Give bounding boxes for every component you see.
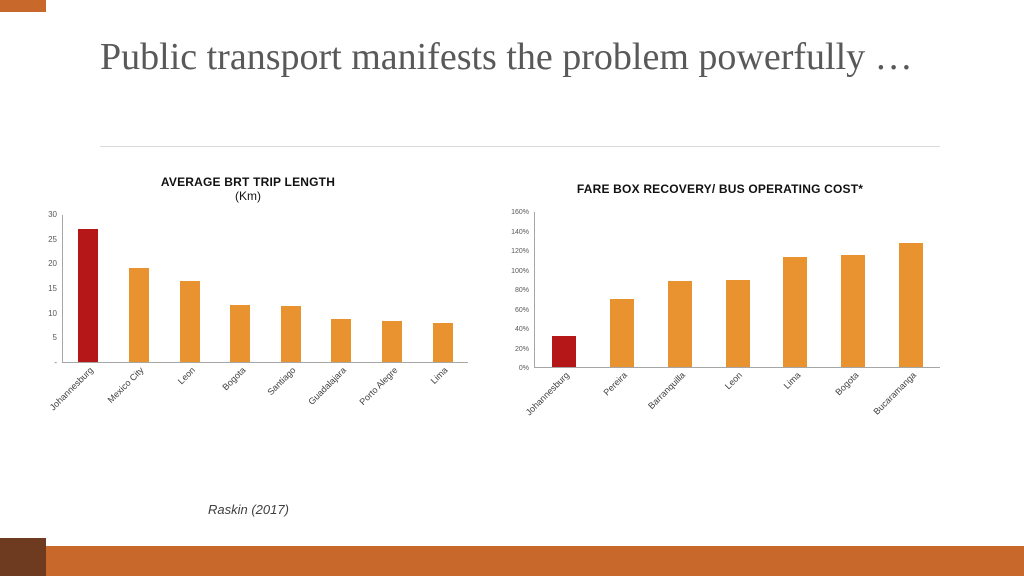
x-axis-label: Bogota <box>220 365 248 393</box>
bar-barranquilla <box>667 281 692 367</box>
y-tick-label: 160% <box>511 209 529 216</box>
bar-johannesburg <box>78 228 99 362</box>
chart-subtitle: (Km) <box>235 189 261 203</box>
chart-average-brt-trip-length: AVERAGE BRT TRIP LENGTH (Km) - 5 10 15 20 25 3… <box>28 175 468 412</box>
x-axis-label: Guadalajara <box>306 365 349 407</box>
y-tick-label: - <box>54 358 57 367</box>
bar-johannesburg <box>551 335 576 367</box>
x-axis-label: Leon <box>723 370 745 392</box>
bar-slot: Bucaramanga <box>871 212 940 417</box>
bar-slot: Bogota <box>824 212 882 397</box>
bar-slot: Barranquilla <box>646 212 709 411</box>
bar-slot: Johannesburg <box>48 215 114 412</box>
x-axis-label: Bogota <box>833 370 861 398</box>
bar-slot: Santiago <box>266 215 317 397</box>
bar-slot: Mexico City <box>106 215 165 405</box>
y-tick-label: 40% <box>514 326 529 333</box>
y-tick-label: 25 <box>48 234 57 244</box>
x-axis-label: Lima <box>781 370 803 391</box>
plot-area-brt-trip-length: - 5 10 15 20 25 30 Johannesburg Mexico City Leon B… <box>28 210 468 412</box>
title-divider <box>100 146 940 147</box>
bar-guadalajara <box>331 318 352 362</box>
y-tick-label: 15 <box>48 284 57 293</box>
x-axis-label: Pereira <box>601 370 629 398</box>
citation: Raskin (2017) <box>208 502 289 517</box>
y-tick-label: 60% <box>514 306 529 314</box>
bar-porto-alegre <box>382 321 403 362</box>
bars-area: Johannesburg Mexico City Leon Bogota Santiag… <box>48 215 468 412</box>
bar-slot: Lima <box>766 212 824 391</box>
bar-slot: Leon <box>164 215 215 386</box>
bar-slot: Bogota <box>215 215 266 392</box>
bar-slot: Porto Alegre <box>357 215 418 407</box>
x-axis-label: Santiago <box>265 365 298 398</box>
y-tick-label: 20 <box>48 259 57 269</box>
y-tick-label: 120% <box>511 248 529 255</box>
bottom-left-accent-block <box>0 538 46 576</box>
y-tick-label: 30 <box>48 210 57 219</box>
bars-area: Johannesburg Pereira Barranquilla Leon Lima B… <box>524 212 940 417</box>
x-axis-label: Mexico City <box>106 365 147 405</box>
y-tick-label: 100% <box>511 267 529 275</box>
bar-slot: Johannesburg <box>524 212 593 417</box>
chart-title: AVERAGE BRT TRIP LENGTH <box>160 175 336 189</box>
x-axis-label: Lima <box>428 365 450 386</box>
bar-slot: Pereira <box>593 212 651 398</box>
bottom-accent-bar <box>0 546 1024 576</box>
x-axis-label: Porto Alegre <box>357 365 400 408</box>
bar-bucaramanga <box>899 243 924 367</box>
x-axis-label: Leon <box>175 365 197 387</box>
bar-leon <box>179 280 200 362</box>
y-tick-label: 80% <box>514 287 529 294</box>
chart-title: FARE BOX RECOVERY/ BUS OPERATING COST* <box>576 182 864 196</box>
bar-slot: Lima <box>417 215 468 386</box>
bar-santiago <box>280 306 301 362</box>
bar-slot: Guadalajara <box>307 215 367 407</box>
bar-lima <box>783 256 808 367</box>
x-axis-label: Bucaramanga <box>871 370 919 417</box>
y-axis: - 5 10 15 20 25 30 <box>28 210 62 367</box>
y-axis: 0% 20% 40% 60% 80% 100% 120% 140% 160% <box>500 209 534 372</box>
slide-title: Public transport manifests the problem p… <box>100 36 913 78</box>
bar-pereira <box>609 298 634 367</box>
x-axis-label: Barranquilla <box>645 370 687 412</box>
y-tick-label: 140% <box>511 228 529 236</box>
y-tick-label: 10 <box>48 308 57 318</box>
y-tick-label: 5 <box>52 333 57 343</box>
bar-bogota <box>841 254 866 367</box>
bar-mexico-city <box>128 268 149 362</box>
bar-slot: Leon <box>709 212 767 391</box>
bar-lima <box>432 323 453 362</box>
bar-bogota <box>230 305 251 362</box>
plot-area-fare-box-recovery: 0% 20% 40% 60% 80% 100% 120% 140% 160% Johannesbu… <box>500 209 940 417</box>
chart-fare-box-recovery: FARE BOX RECOVERY/ BUS OPERATING COST* 0… <box>500 182 940 417</box>
y-tick-label: 0% <box>518 365 529 372</box>
y-tick-label: 20% <box>514 345 529 353</box>
top-left-accent-bar <box>0 0 46 12</box>
x-axis-label: Johannesburg <box>47 365 96 413</box>
bar-leon <box>725 280 750 367</box>
x-axis-label: Johannesburg <box>523 370 572 418</box>
